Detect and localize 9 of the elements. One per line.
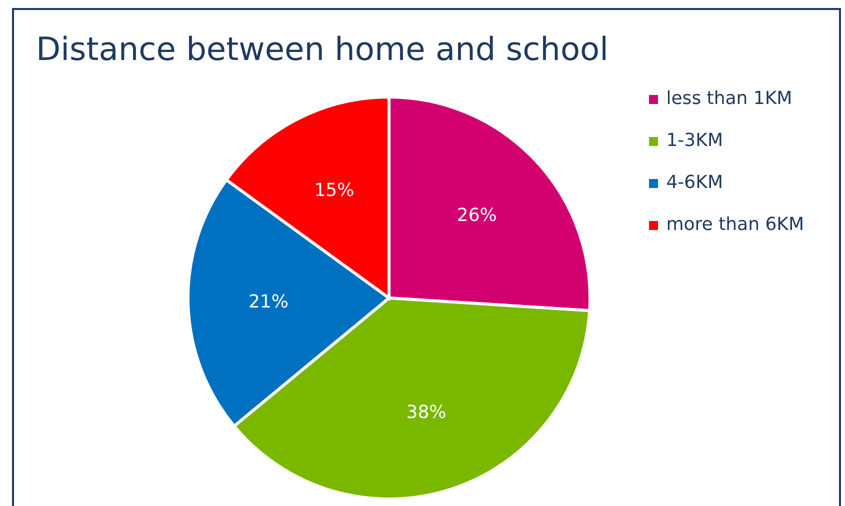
data-label: 38%: [406, 402, 446, 424]
chart-title: Distance between home and school: [36, 30, 608, 68]
legend-label: 4-6KM: [666, 171, 723, 195]
data-label: 15%: [314, 180, 354, 202]
legend-label: less than 1KM: [666, 87, 792, 111]
data-label: 26%: [456, 204, 497, 226]
legend-label: more than 6KM: [666, 213, 804, 237]
legend-label: 1-3KM: [666, 129, 723, 153]
data-label: 21%: [248, 291, 288, 312]
